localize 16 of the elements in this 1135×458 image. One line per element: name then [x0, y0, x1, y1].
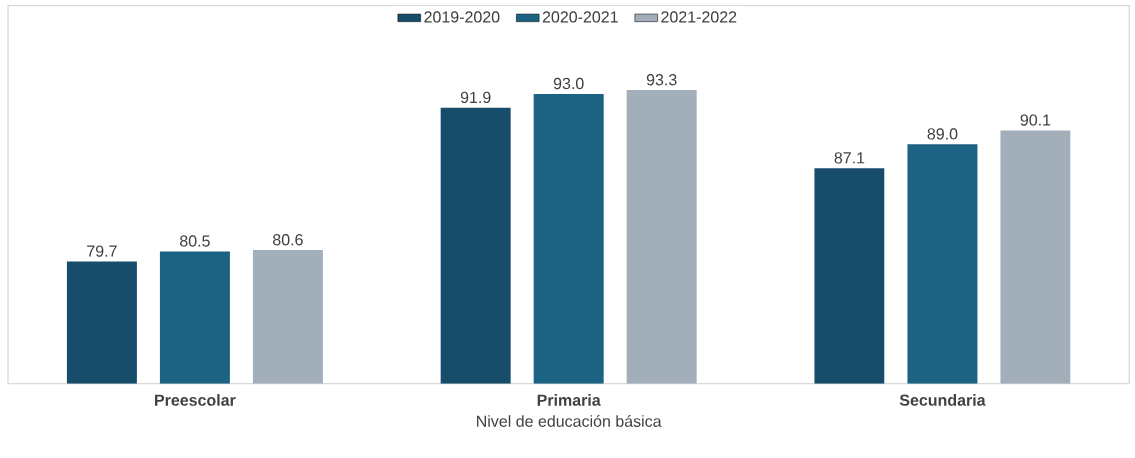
x-tick-label: Primaria	[537, 393, 601, 406]
data-label: 93.3	[646, 73, 677, 86]
data-label: 90.1	[1020, 114, 1051, 126]
data-label: 87.1	[834, 152, 865, 164]
data-label: 91.9	[460, 91, 491, 103]
data-label: 80.6	[273, 233, 303, 246]
data-label: 89.0	[927, 128, 958, 140]
x-tick-label: Secundaria	[899, 393, 986, 406]
legend-label: 2019-2020	[424, 11, 500, 23]
legend-label: 2020-2021	[542, 11, 618, 23]
x-axis-title: Nivel de educación básica	[477, 414, 662, 427]
x-tick-label: Preescolar	[155, 393, 236, 406]
data-label: 80.5	[180, 235, 210, 247]
data-label: 93.0	[553, 77, 584, 89]
data-label: 79.7	[87, 245, 117, 257]
legend-label: 2021-2022	[661, 11, 737, 23]
